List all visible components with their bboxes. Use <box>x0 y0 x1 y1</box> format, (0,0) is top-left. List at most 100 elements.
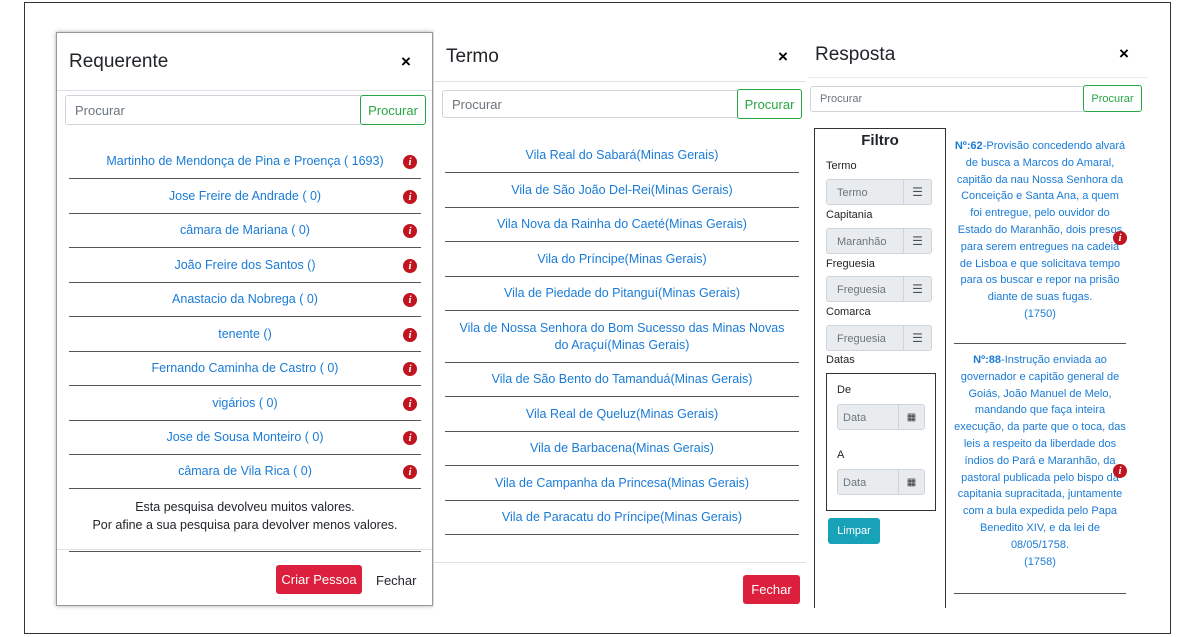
list-item-label[interactable]: Vila de Paracatu do Príncipe(Minas Gerai… <box>501 510 743 524</box>
list-item-label[interactable]: Vila de São João Del-Rei(Minas Gerais) <box>511 182 733 197</box>
list-item[interactable]: Martinho de Mendonça de Pina e Proença (… <box>69 145 421 179</box>
capitania-value: Maranhão <box>837 236 887 248</box>
create-person-button[interactable]: Criar Pessoa <box>276 565 362 594</box>
close-icon[interactable]: × <box>401 52 411 71</box>
search-input[interactable]: Procurar <box>442 90 740 118</box>
termo-field[interactable]: Termo ☰ <box>826 179 932 205</box>
calendar-icon[interactable]: ▦ <box>898 405 924 429</box>
info-icon[interactable]: i <box>403 328 417 342</box>
list-item-label[interactable]: Fernando Caminha de Castro ( 0) <box>151 361 339 375</box>
result-item[interactable]: Nº:88-Instrução enviada ao governador e … <box>954 352 1126 570</box>
info-icon[interactable]: i <box>403 190 417 204</box>
list-item[interactable]: Vila de Nossa Senhora do Bom Sucesso das… <box>445 311 799 363</box>
close-button[interactable]: Fechar <box>743 575 800 604</box>
list-item[interactable]: Vila de Campanha da Princesa(Minas Gerai… <box>445 466 799 501</box>
info-icon[interactable]: i <box>403 293 417 307</box>
close-icon[interactable]: × <box>1119 44 1129 63</box>
result-number[interactable]: Nº:88 <box>973 354 1002 366</box>
list-item-label[interactable]: vigários ( 0) <box>212 395 278 410</box>
search-button[interactable]: Procurar <box>1083 85 1142 112</box>
list-item-label[interactable]: Anastacio da Nobrega ( 0) <box>172 292 318 306</box>
date-to-field[interactable]: Data ▦ <box>837 469 925 495</box>
info-icon[interactable]: i <box>403 155 417 169</box>
info-icon[interactable]: i <box>1113 231 1127 245</box>
list-item[interactable]: Vila de Paracatu do Príncipe(Minas Gerai… <box>445 501 799 535</box>
list-item-label[interactable]: João Freire dos Santos () <box>174 257 316 272</box>
list-item[interactable]: Vila Nova da Rainha do Caeté(Minas Gerai… <box>445 208 799 242</box>
list-icon[interactable]: ☰ <box>903 229 931 253</box>
result-text[interactable]: -Instrução enviada ao governador e capit… <box>954 354 1126 551</box>
close-icon[interactable]: × <box>778 47 788 66</box>
list-item-label[interactable]: Vila de São Bento do Tamanduá(Minas Gera… <box>491 372 753 386</box>
result-item[interactable]: Nº:62-Provisão concedendo alvará de busc… <box>954 138 1126 323</box>
list-item-label[interactable]: Vila de Campanha da Princesa(Minas Gerai… <box>494 475 750 490</box>
result-number[interactable]: Nº:62 <box>954 140 983 152</box>
info-icon[interactable]: i <box>403 362 417 376</box>
close-button[interactable]: Fechar <box>376 573 417 588</box>
list-item[interactable]: vigários ( 0) <box>69 386 421 421</box>
date-to-value: Data <box>843 477 867 489</box>
list-item-label[interactable]: Vila Nova da Rainha do Caeté(Minas Gerai… <box>497 217 747 231</box>
calendar-icon[interactable]: ▦ <box>898 470 924 494</box>
modal-header: Termo × <box>434 32 806 82</box>
list-item-label[interactable]: Martinho de Mendonça de Pina e Proença (… <box>106 154 384 168</box>
list-item-label[interactable]: Jose Freire de Andrade ( 0) <box>168 188 322 203</box>
date-from-field[interactable]: Data ▦ <box>837 404 925 430</box>
list-item-label[interactable]: Vila Real de Queluz(Minas Gerais) <box>525 406 719 421</box>
modal-header: Resposta × <box>808 32 1148 78</box>
search-input[interactable]: Procurar <box>810 86 1086 112</box>
resposta-modal: Resposta × Procurar Procurar Filtro Term… <box>808 32 1148 610</box>
list-item-label[interactable]: câmara de Vila Rica ( 0) <box>178 464 312 478</box>
list-item[interactable]: Vila de Barbacena(Minas Gerais) <box>445 432 799 466</box>
list-item[interactable]: tenente () <box>69 317 421 352</box>
list-item[interactable]: Jose Freire de Andrade ( 0) <box>69 179 421 214</box>
list-item[interactable]: Anastacio da Nobrega ( 0) <box>69 283 421 317</box>
result-year[interactable]: (1758) <box>1024 555 1056 568</box>
list-item[interactable]: câmara de Mariana ( 0) <box>69 214 421 248</box>
search-input[interactable]: Procurar <box>65 95 363 125</box>
list-item-label[interactable]: Jose de Sousa Monteiro ( 0) <box>166 430 324 444</box>
capitania-field[interactable]: Maranhão ☰ <box>826 228 932 254</box>
list-item-label[interactable]: Vila de Barbacena(Minas Gerais) <box>530 441 714 455</box>
modal-footer-divider <box>57 549 432 550</box>
info-icon[interactable]: i <box>403 465 417 479</box>
list-item-label[interactable]: tenente () <box>218 326 272 341</box>
search-button[interactable]: Procurar <box>737 89 802 119</box>
list-item-label[interactable]: Vila do Príncipe(Minas Gerais) <box>537 251 707 266</box>
info-icon[interactable]: i <box>403 431 417 445</box>
result-year[interactable]: (1750) <box>1024 307 1056 320</box>
list-item[interactable]: Vila de São Bento do Tamanduá(Minas Gera… <box>445 363 799 397</box>
de-label: De <box>837 384 852 396</box>
list-icon[interactable]: ☰ <box>903 326 931 350</box>
list-item[interactable]: Vila Real de Queluz(Minas Gerais) <box>445 397 799 432</box>
freguesia-field[interactable]: Freguesia ☰ <box>826 276 932 302</box>
list-item-label[interactable]: Vila de Nossa Senhora do Bom Sucesso das… <box>459 320 785 352</box>
info-icon[interactable]: i <box>403 259 417 273</box>
list-item-label[interactable]: câmara de Mariana ( 0) <box>180 223 310 237</box>
list-icon[interactable]: ☰ <box>903 277 931 301</box>
too-many-results-notice: Esta pesquisa devolveu muitos valores. P… <box>69 495 421 552</box>
list-item[interactable]: Jose de Sousa Monteiro ( 0) <box>69 421 421 455</box>
clear-filter-button[interactable]: Limpar <box>828 518 880 544</box>
comarca-field[interactable]: Freguesia ☰ <box>826 325 932 351</box>
list-item[interactable]: Vila de São João Del-Rei(Minas Gerais) <box>445 173 799 208</box>
list-item[interactable]: Vila de Piedade do Pitanguí(Minas Gerais… <box>445 277 799 311</box>
comarca-label: Comarca <box>826 306 871 318</box>
filter-panel: Filtro Termo Termo ☰ Capitania Maranhão ☰ … <box>814 128 946 608</box>
list-item[interactable]: Fernando Caminha de Castro ( 0) <box>69 352 421 386</box>
list-item[interactable]: João Freire dos Santos () <box>69 248 421 283</box>
list-item[interactable]: Vila do Príncipe(Minas Gerais) <box>445 242 799 277</box>
info-icon[interactable]: i <box>1113 464 1127 478</box>
list-item-label[interactable]: Vila de Piedade do Pitanguí(Minas Gerais… <box>503 286 741 300</box>
list-item[interactable]: câmara de Vila Rica ( 0) <box>69 455 421 489</box>
list-item-label[interactable]: Vila Real do Sabará(Minas Gerais) <box>525 148 719 162</box>
modal-title: Resposta <box>815 44 896 65</box>
list-icon[interactable]: ☰ <box>903 180 931 204</box>
list-item[interactable]: Vila Real do Sabará(Minas Gerais) <box>445 139 799 173</box>
info-icon[interactable]: i <box>403 397 417 411</box>
date-from-value: Data <box>843 412 867 424</box>
termo-label: Termo <box>826 160 857 172</box>
result-text[interactable]: -Provisão concedendo alvará de busca a M… <box>956 140 1126 304</box>
info-icon[interactable]: i <box>403 224 417 238</box>
search-button[interactable]: Procurar <box>360 95 426 125</box>
